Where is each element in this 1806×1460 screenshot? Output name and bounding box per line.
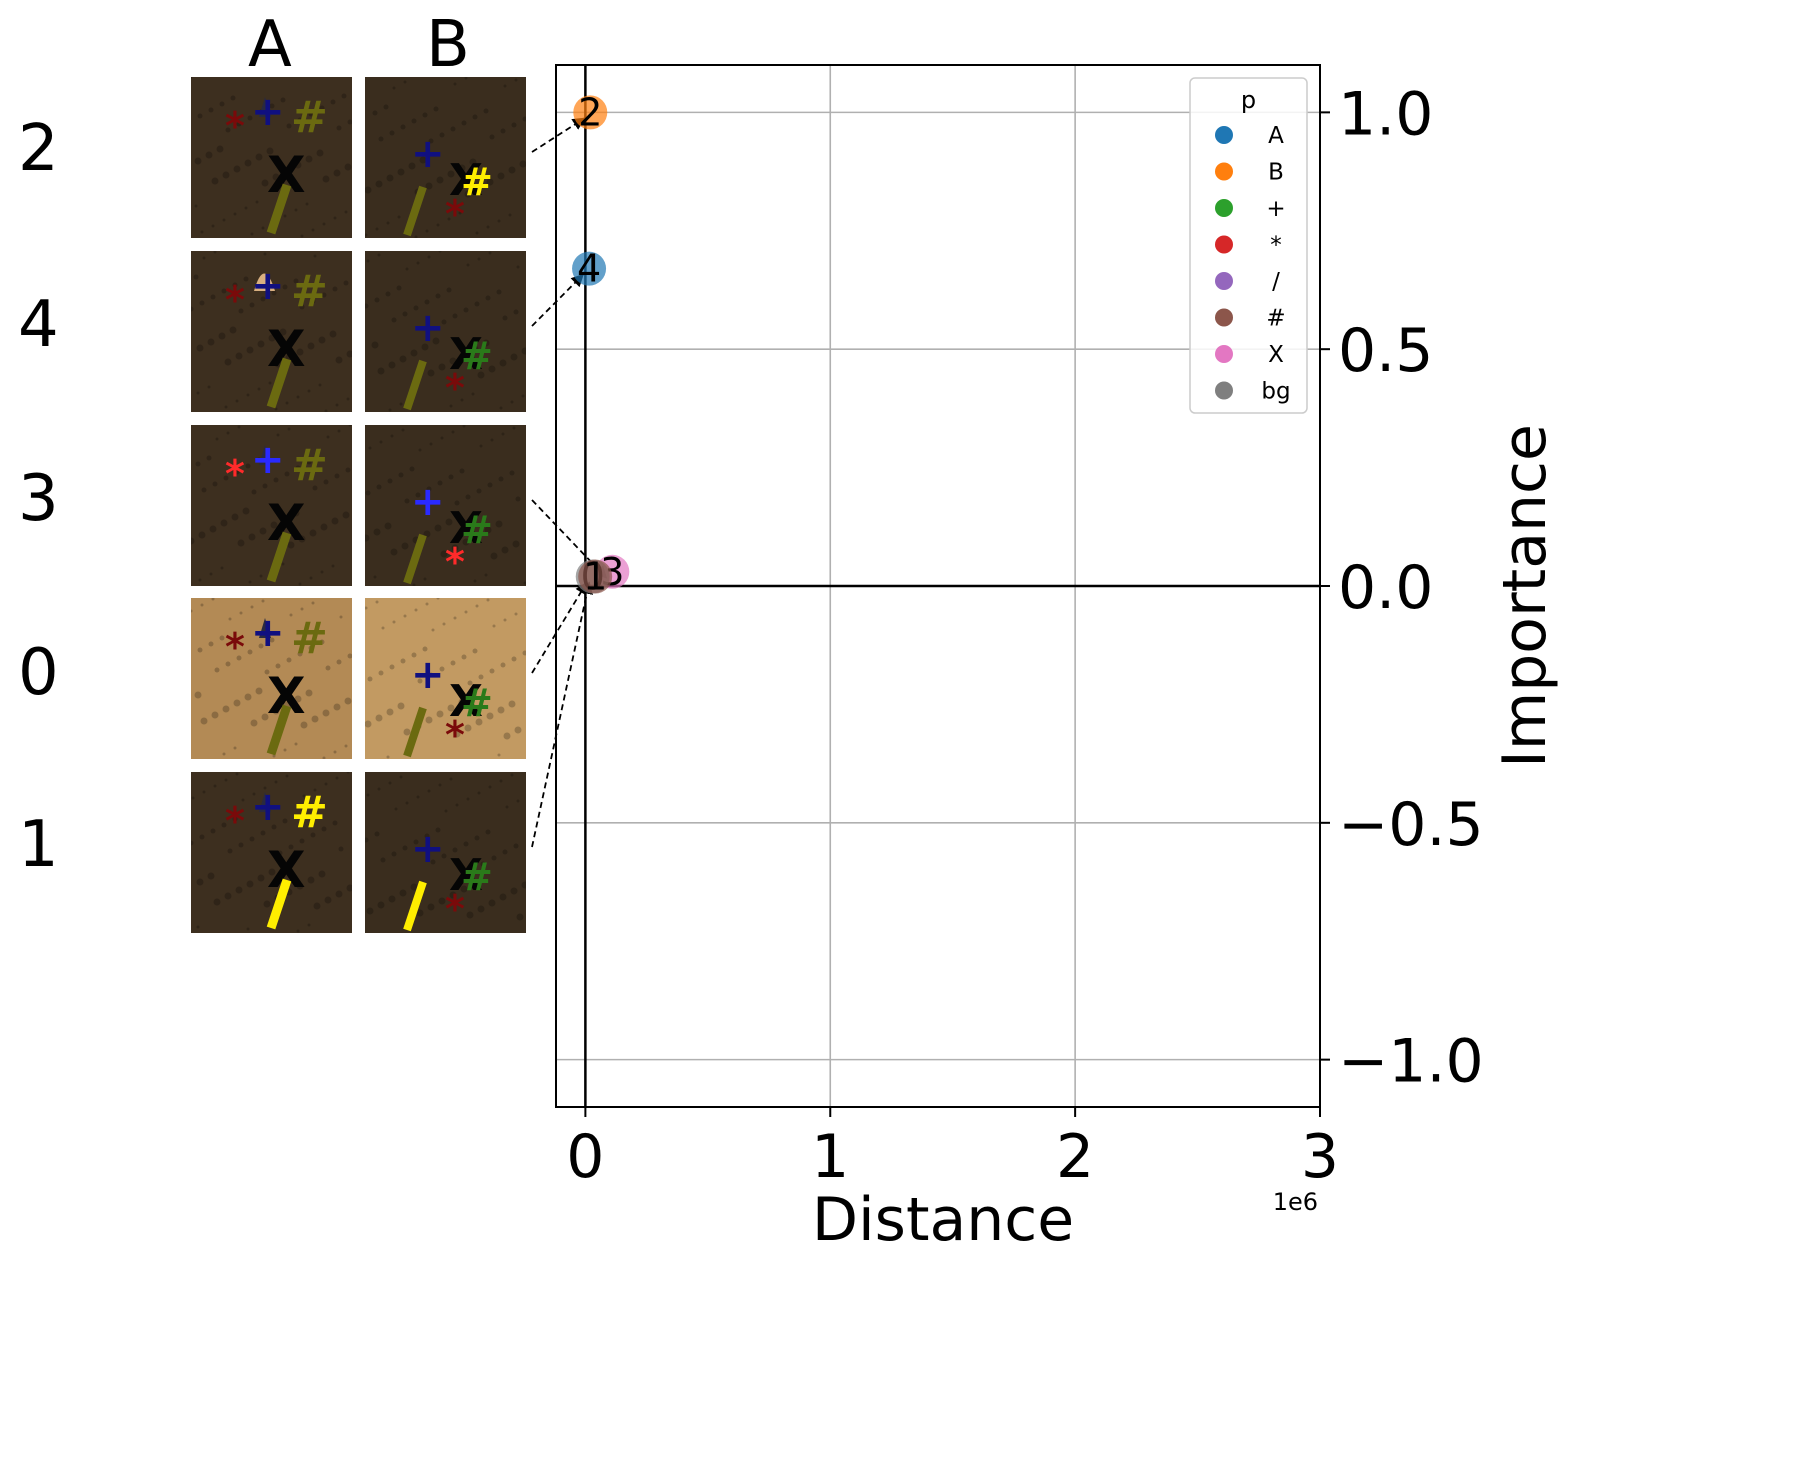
legend-label: # [1266, 306, 1285, 332]
connector-arrow [531, 581, 593, 848]
x-tick-label: 1 [811, 1122, 849, 1192]
legend-marker [1215, 272, 1233, 290]
svg-text:#: # [291, 613, 328, 664]
svg-text:#: # [291, 440, 328, 491]
svg-text:*: * [445, 713, 465, 757]
svg-text:#: # [461, 334, 493, 378]
svg-text:*: * [225, 278, 245, 322]
data-point-label: 3 [600, 550, 624, 594]
legend-marker [1215, 162, 1233, 181]
svg-text:+: + [411, 652, 445, 698]
thumbnail-image: + * # X [191, 598, 352, 759]
legend-label: A [1268, 123, 1284, 149]
legend-marker [1215, 126, 1233, 144]
svg-text:+: + [251, 610, 285, 656]
row-label: 3 [18, 462, 59, 536]
data-point-label: 0 [581, 555, 605, 599]
legend-title: p [1241, 86, 1256, 114]
svg-text:*: * [225, 625, 245, 669]
svg-text:#: # [461, 855, 493, 899]
y-tick-label: 1.0 [1338, 79, 1433, 149]
connector-arrow [531, 499, 608, 579]
svg-text:#: # [291, 266, 328, 317]
connector-arrow [531, 117, 586, 153]
svg-text:#: # [291, 92, 328, 143]
column-label-a: A [248, 8, 292, 82]
svg-text:*: * [445, 540, 465, 584]
svg-text:+: + [411, 479, 445, 525]
y-tick-label: −0.5 [1338, 790, 1484, 860]
svg-text:+: + [251, 437, 285, 483]
x-axis-label: Distance [812, 1185, 1074, 1255]
thumbnail-image: + X # * [365, 425, 526, 586]
legend-label: bg [1261, 379, 1290, 405]
legend-marker [1215, 308, 1233, 327]
svg-text:X: X [449, 329, 483, 380]
data-point [578, 559, 613, 594]
legend-marker [1215, 199, 1233, 217]
x-tick-label: 3 [1301, 1122, 1339, 1192]
data-point [575, 559, 610, 594]
thumbnail-image: + X # * [365, 77, 526, 238]
connector-arrow [531, 581, 588, 674]
svg-text:#: # [461, 160, 493, 204]
connector-arrow [531, 273, 584, 327]
thumbnail-image: + * # X [191, 77, 352, 238]
svg-text:*: * [225, 104, 245, 148]
legend-marker [1215, 345, 1233, 363]
legend-marker [1215, 381, 1233, 400]
svg-text:+: + [411, 826, 445, 872]
x-offset-label: 1e6 [1273, 1188, 1318, 1216]
data-point [572, 251, 607, 286]
legend-label: X [1268, 342, 1284, 368]
data-point-label: 2 [578, 90, 602, 134]
svg-text:#: # [291, 787, 328, 838]
thumbnail-image: + X # * [365, 251, 526, 412]
legend-label: * [1270, 233, 1282, 259]
thumbnail-image: + * # X [191, 251, 352, 412]
svg-text:#: # [461, 681, 493, 725]
svg-text:*: * [445, 887, 465, 931]
y-tick-label: −1.0 [1338, 1027, 1484, 1097]
legend-label: B [1268, 160, 1284, 186]
legend-box [1189, 77, 1308, 414]
y-tick-label: 0.0 [1338, 553, 1433, 623]
legend-label: / [1272, 269, 1280, 295]
svg-text:+: + [411, 131, 445, 177]
thumbnail-image: + * # X [191, 425, 352, 586]
column-label-b: B [426, 8, 470, 82]
row-label: 1 [18, 808, 59, 882]
svg-text:X: X [449, 503, 483, 554]
svg-text:+: + [251, 89, 285, 135]
data-point [573, 95, 608, 130]
svg-text:#: # [461, 508, 493, 552]
svg-text:+: + [251, 263, 285, 309]
row-label: 0 [18, 636, 59, 710]
svg-text:+: + [411, 305, 445, 351]
svg-text:*: * [225, 452, 245, 496]
thumbnail-image: + X # * [365, 772, 526, 933]
plot-frame [555, 64, 1321, 1108]
svg-text:X: X [449, 155, 483, 206]
y-axis-label: Importance [1490, 424, 1560, 768]
row-label: 4 [18, 288, 59, 362]
data-point-label: 4 [577, 247, 601, 291]
x-tick-label: 0 [566, 1122, 604, 1192]
legend-marker [1215, 235, 1233, 254]
data-point-label: 1 [583, 555, 607, 599]
y-tick-label: 0.5 [1338, 316, 1433, 386]
svg-text:+: + [251, 784, 285, 830]
thumbnail-image: + * # X [191, 772, 352, 933]
x-tick-label: 2 [1056, 1122, 1094, 1192]
svg-text:X: X [449, 850, 483, 901]
svg-text:*: * [445, 192, 465, 236]
svg-text:*: * [225, 799, 245, 843]
svg-text:X: X [449, 676, 483, 727]
legend-label: + [1266, 196, 1285, 222]
thumbnail-image: + X # * [365, 598, 526, 759]
row-label: 2 [18, 112, 59, 186]
svg-text:*: * [445, 366, 465, 410]
data-point [595, 554, 630, 589]
